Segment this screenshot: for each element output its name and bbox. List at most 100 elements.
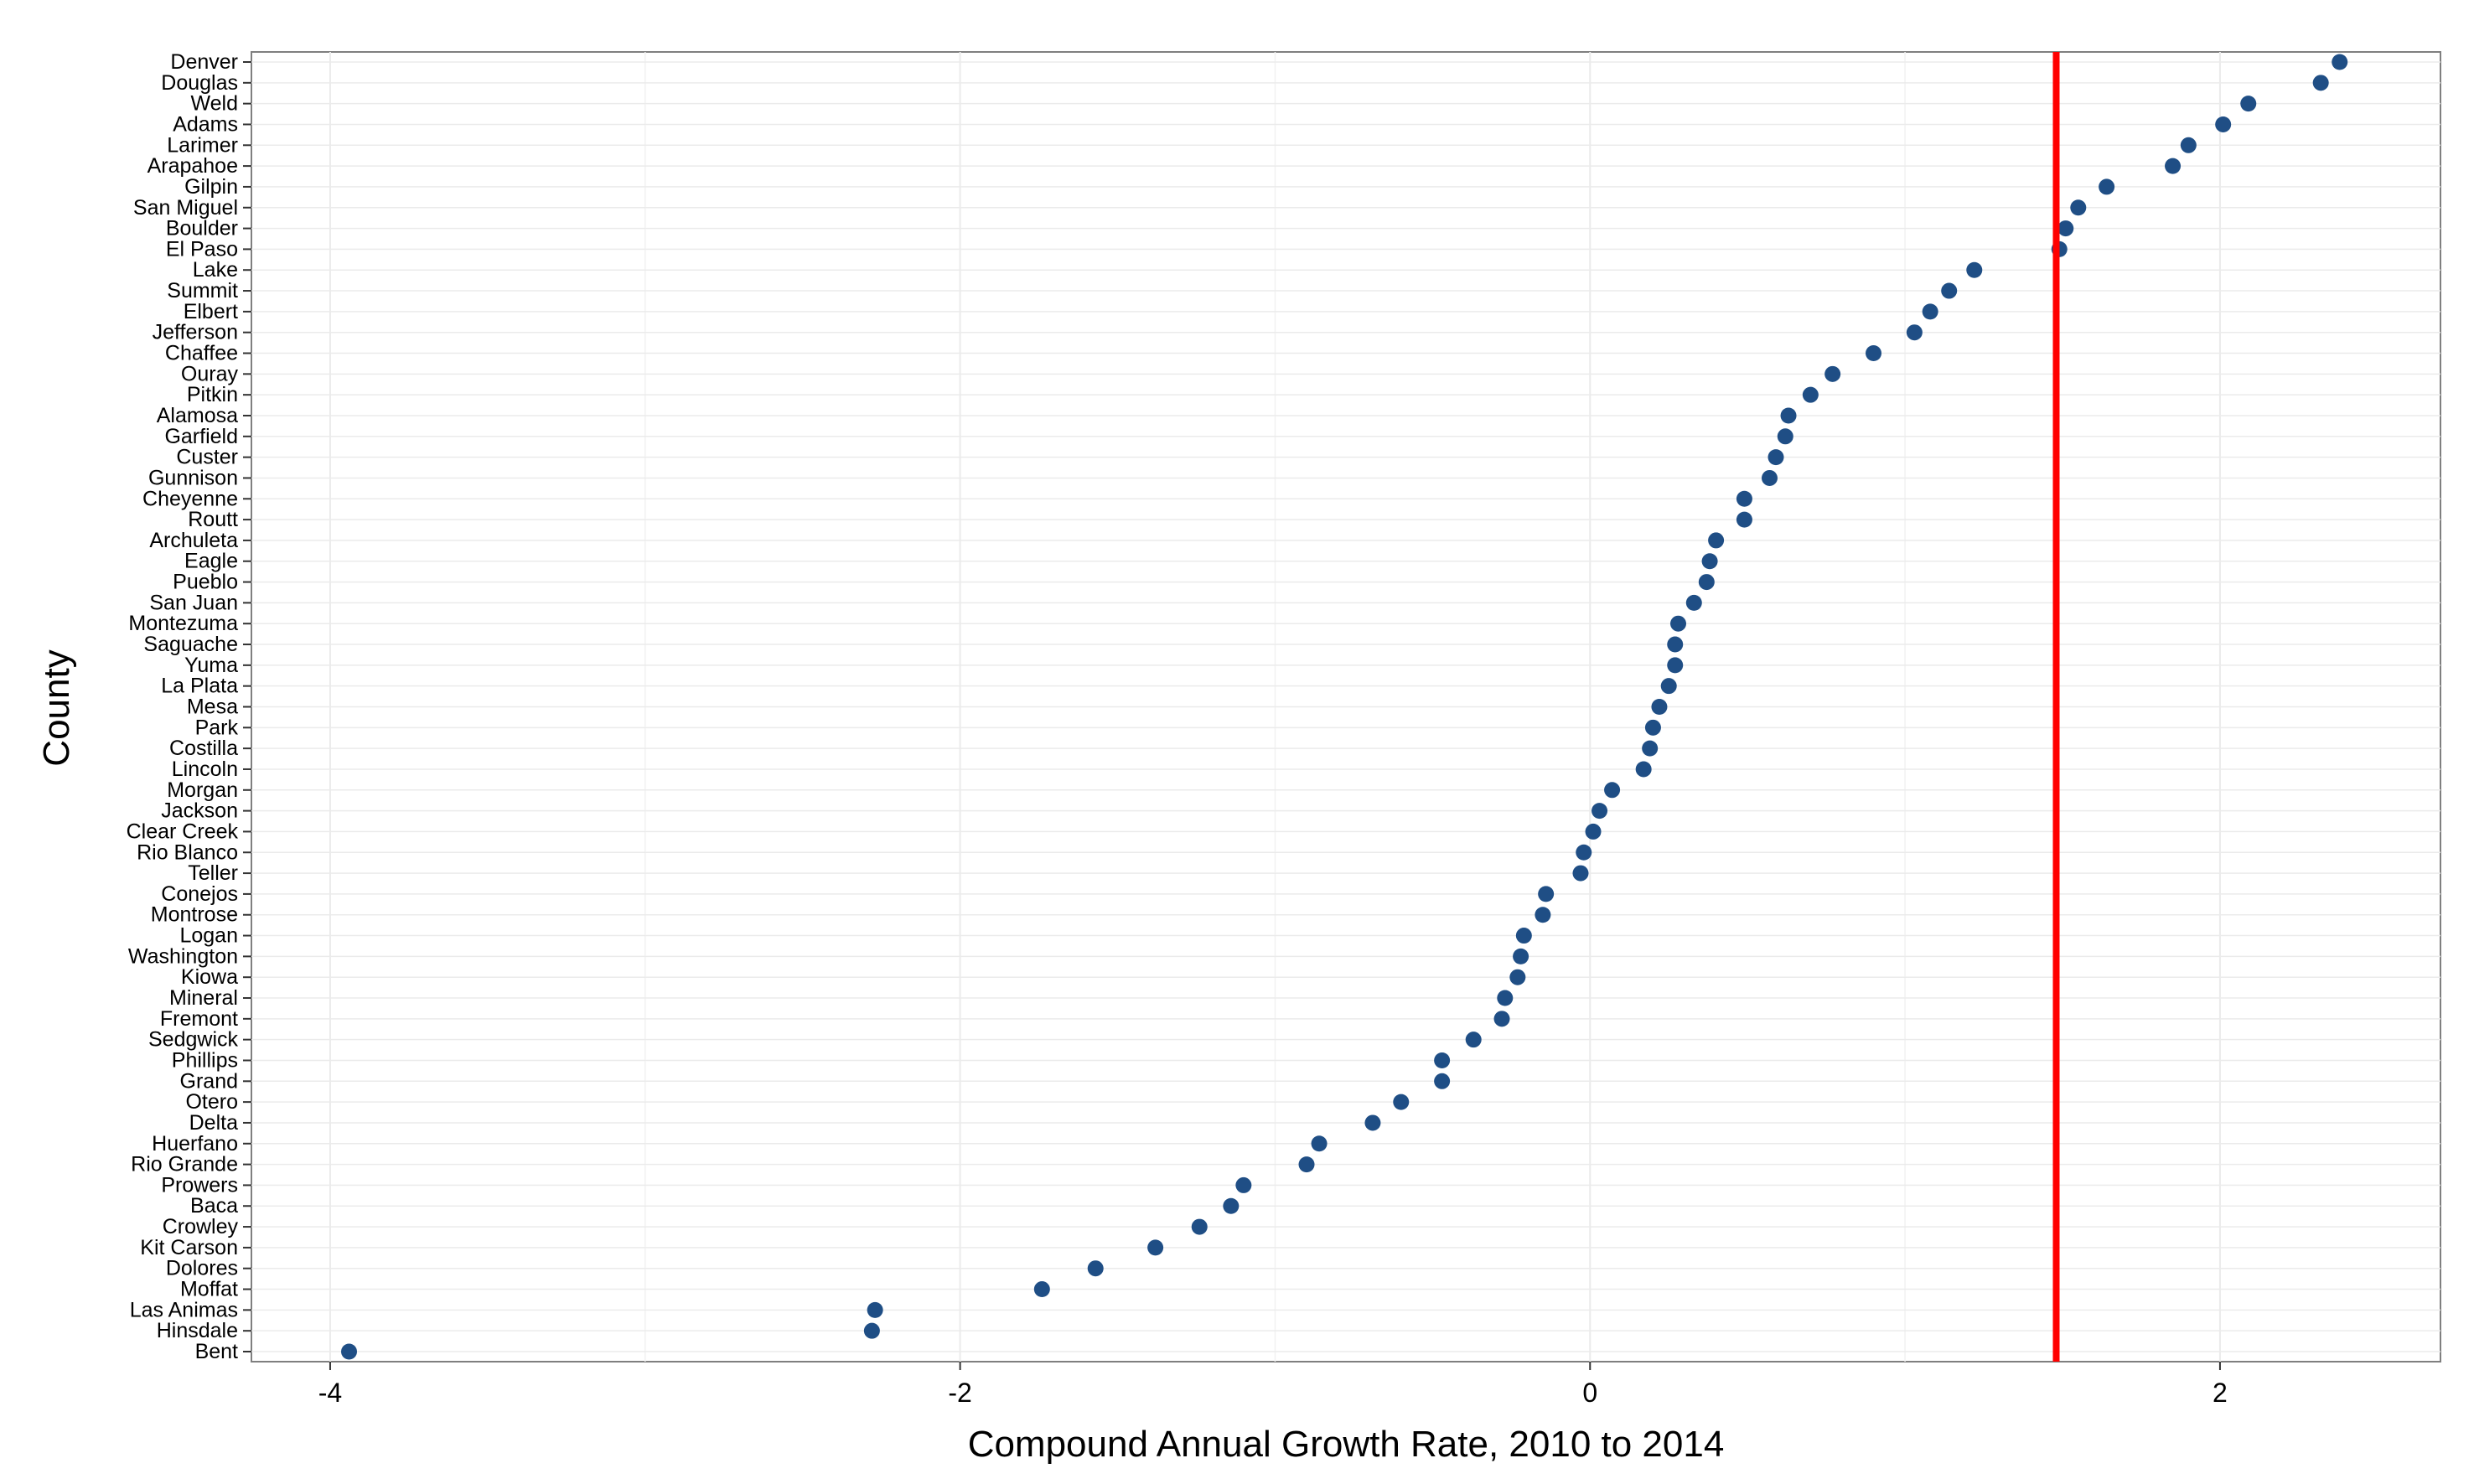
- y-tick-label: Baca: [190, 1194, 238, 1218]
- data-point: [1572, 865, 1589, 882]
- y-tick-label: Chaffee: [165, 342, 238, 365]
- data-point: [1736, 511, 1752, 528]
- x-tick-label: -4: [318, 1378, 342, 1408]
- y-tick-label: Bent: [195, 1340, 238, 1363]
- y-tick-label: Crowley: [163, 1215, 239, 1238]
- data-point: [1768, 449, 1784, 466]
- data-point: [2332, 54, 2348, 70]
- y-tick-label: Montrose: [151, 903, 238, 927]
- y-tick-label: Elbert: [184, 300, 238, 323]
- data-point: [2057, 220, 2074, 237]
- y-tick-label: Jefferson: [153, 321, 238, 344]
- y-tick-label: Alamosa: [157, 404, 238, 427]
- data-point: [1311, 1135, 1328, 1152]
- y-tick-label: El Paso: [166, 237, 238, 261]
- data-point: [1644, 719, 1661, 736]
- data-point: [1033, 1281, 1050, 1298]
- y-tick-label: Douglas: [161, 71, 238, 95]
- data-point: [1635, 761, 1652, 778]
- data-point: [1604, 782, 1621, 799]
- data-point: [1866, 345, 1882, 362]
- data-point: [1585, 823, 1602, 840]
- data-point: [863, 1322, 880, 1339]
- y-tick-label: Mineral: [169, 986, 238, 1010]
- x-axis-ticks: -4 -2 0 2: [318, 1362, 2228, 1408]
- data-point: [1642, 740, 1659, 757]
- y-tick-label: Sedgwick: [148, 1028, 238, 1052]
- y-tick-label: Lincoln: [172, 758, 238, 781]
- y-tick-label: Kiowa: [181, 965, 238, 989]
- data-point: [1393, 1094, 1410, 1110]
- data-point: [1922, 303, 1938, 320]
- data-point: [1761, 469, 1778, 486]
- y-tick-label: Custer: [176, 446, 238, 469]
- y-tick-label: Moffat: [180, 1278, 238, 1301]
- data-point: [1685, 594, 1702, 611]
- y-tick-label: Routt: [188, 508, 238, 531]
- y-tick-label: Dolores: [166, 1257, 238, 1280]
- y-tick-label: Ouray: [181, 362, 239, 385]
- data-point: [1191, 1218, 1208, 1235]
- data-point: [2165, 158, 2182, 174]
- y-tick-label: Otero: [185, 1090, 238, 1114]
- data-point: [1576, 844, 1592, 861]
- x-tick-label: 0: [1582, 1378, 1597, 1408]
- y-tick-label: Delta: [189, 1111, 238, 1135]
- data-point: [2215, 116, 2232, 132]
- y-tick-label: Rio Grande: [131, 1153, 238, 1176]
- data-point: [1538, 886, 1555, 902]
- y-tick-label: Montezuma: [128, 612, 238, 635]
- data-point: [1824, 365, 1841, 382]
- data-point: [341, 1343, 358, 1360]
- data-point: [1235, 1176, 1252, 1193]
- data-point: [2312, 75, 2329, 91]
- data-point: [1651, 699, 1668, 715]
- data-point: [1660, 678, 1677, 695]
- data-point: [1780, 407, 1797, 424]
- data-point: [867, 1301, 883, 1318]
- y-tick-label: Gilpin: [184, 175, 238, 199]
- y-tick-label: Weld: [190, 92, 238, 116]
- y-tick-label: Kit Carson: [140, 1236, 238, 1259]
- data-point: [1364, 1114, 1381, 1131]
- data-point: [1298, 1156, 1315, 1173]
- data-point: [1777, 428, 1793, 445]
- y-tick-label: Huerfano: [152, 1132, 238, 1156]
- y-tick-label: Clear Creek: [127, 820, 239, 843]
- data-point: [1667, 636, 1684, 653]
- y-tick-label: Costilla: [169, 737, 238, 760]
- y-tick-label: Mesa: [187, 695, 238, 719]
- data-point: [1434, 1052, 1451, 1068]
- data-point: [1736, 490, 1752, 507]
- data-point: [1708, 532, 1725, 549]
- y-tick-label: Garfield: [164, 425, 238, 448]
- y-tick-label: Larimer: [167, 133, 238, 157]
- data-point: [1087, 1260, 1104, 1277]
- data-point: [1223, 1197, 1240, 1214]
- data-point: [1669, 615, 1686, 632]
- y-tick-label: Prowers: [161, 1173, 238, 1197]
- data-point: [1513, 948, 1529, 964]
- data-point: [2070, 199, 2087, 216]
- data-points: [341, 54, 2348, 1360]
- data-point: [1434, 1073, 1451, 1089]
- y-tick-label: Teller: [188, 861, 238, 885]
- data-point: [1509, 969, 1526, 985]
- y-tick-label: Gunnison: [148, 466, 238, 489]
- y-axis-title: County: [36, 649, 77, 766]
- x-tick-label: 2: [2213, 1378, 2228, 1408]
- data-point: [1147, 1239, 1164, 1256]
- y-tick-label: Pitkin: [187, 383, 238, 406]
- y-tick-label: Phillips: [172, 1048, 238, 1072]
- data-point: [1701, 553, 1718, 570]
- y-tick-label: Morgan: [167, 778, 238, 802]
- y-tick-label: Pueblo: [173, 571, 238, 594]
- y-tick-label: Logan: [179, 924, 238, 948]
- y-tick-label: Lake: [193, 258, 238, 282]
- data-point: [2240, 96, 2257, 112]
- data-point: [1906, 324, 1923, 341]
- y-tick-label: Fremont: [160, 1007, 238, 1031]
- x-tick-label: -2: [948, 1378, 971, 1408]
- data-point: [1802, 386, 1819, 403]
